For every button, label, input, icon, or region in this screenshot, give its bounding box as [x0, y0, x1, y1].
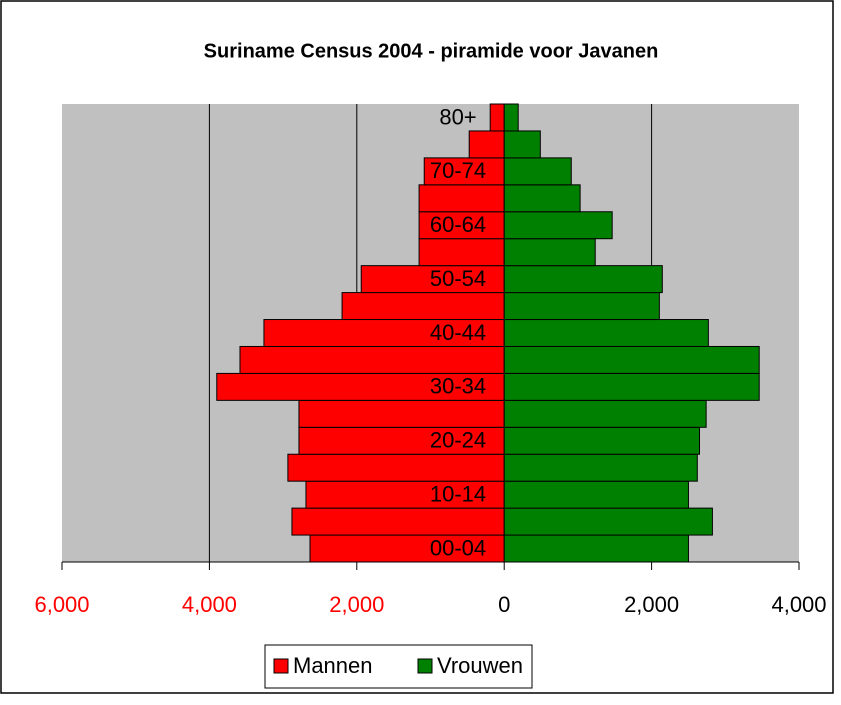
bar — [503, 372, 760, 401]
chart-title: Suriname Census 2004 - piramide voor Jav… — [204, 40, 659, 62]
bar — [503, 399, 707, 428]
bar — [418, 211, 505, 240]
bar — [503, 130, 541, 159]
bar — [503, 534, 689, 563]
x-tick-label: 2,000 — [329, 592, 384, 617]
legend-swatch — [417, 658, 433, 674]
bar — [287, 453, 505, 482]
bar — [418, 238, 505, 267]
bar — [291, 507, 505, 536]
bar — [418, 184, 505, 213]
bar — [341, 292, 505, 321]
bar — [503, 292, 660, 321]
x-tick-label: 2,000 — [624, 592, 679, 617]
bar — [468, 130, 505, 159]
legend-label: Mannen — [293, 653, 373, 678]
bar — [305, 480, 505, 509]
x-tick-label: 4,000 — [182, 592, 237, 617]
bar — [503, 157, 572, 186]
bar — [489, 103, 505, 132]
bar — [503, 507, 713, 536]
bar — [298, 426, 505, 455]
y-tick-label: 30-34 — [430, 374, 486, 399]
bar — [309, 534, 505, 563]
bar — [503, 211, 613, 240]
x-tick-label: 4,000 — [771, 592, 826, 617]
bar — [298, 399, 505, 428]
bar — [503, 265, 663, 294]
legend-label: Vrouwen — [437, 653, 523, 678]
x-tick-label: 0 — [498, 592, 510, 617]
y-tick-label: 20-24 — [430, 428, 486, 453]
bar — [503, 426, 701, 455]
legend-box — [264, 644, 533, 689]
y-tick-label: 00-04 — [430, 535, 486, 560]
y-tick-label: 70-74 — [430, 158, 486, 183]
bar — [503, 184, 581, 213]
bar — [239, 345, 505, 374]
bar — [216, 372, 505, 401]
bar — [503, 453, 698, 482]
y-tick-label: 40-44 — [430, 320, 486, 345]
y-tick-label: 50-54 — [430, 266, 486, 291]
bar — [503, 345, 760, 374]
y-tick-label: 80+ — [439, 104, 476, 129]
bar — [503, 319, 709, 347]
y-tick-label: 10-14 — [430, 481, 486, 506]
bar — [503, 103, 519, 132]
bar — [503, 238, 596, 267]
bar — [503, 480, 689, 509]
x-tick-label: 6,000 — [34, 592, 89, 617]
y-tick-label: 60-64 — [430, 212, 486, 237]
legend-swatch — [273, 658, 289, 674]
